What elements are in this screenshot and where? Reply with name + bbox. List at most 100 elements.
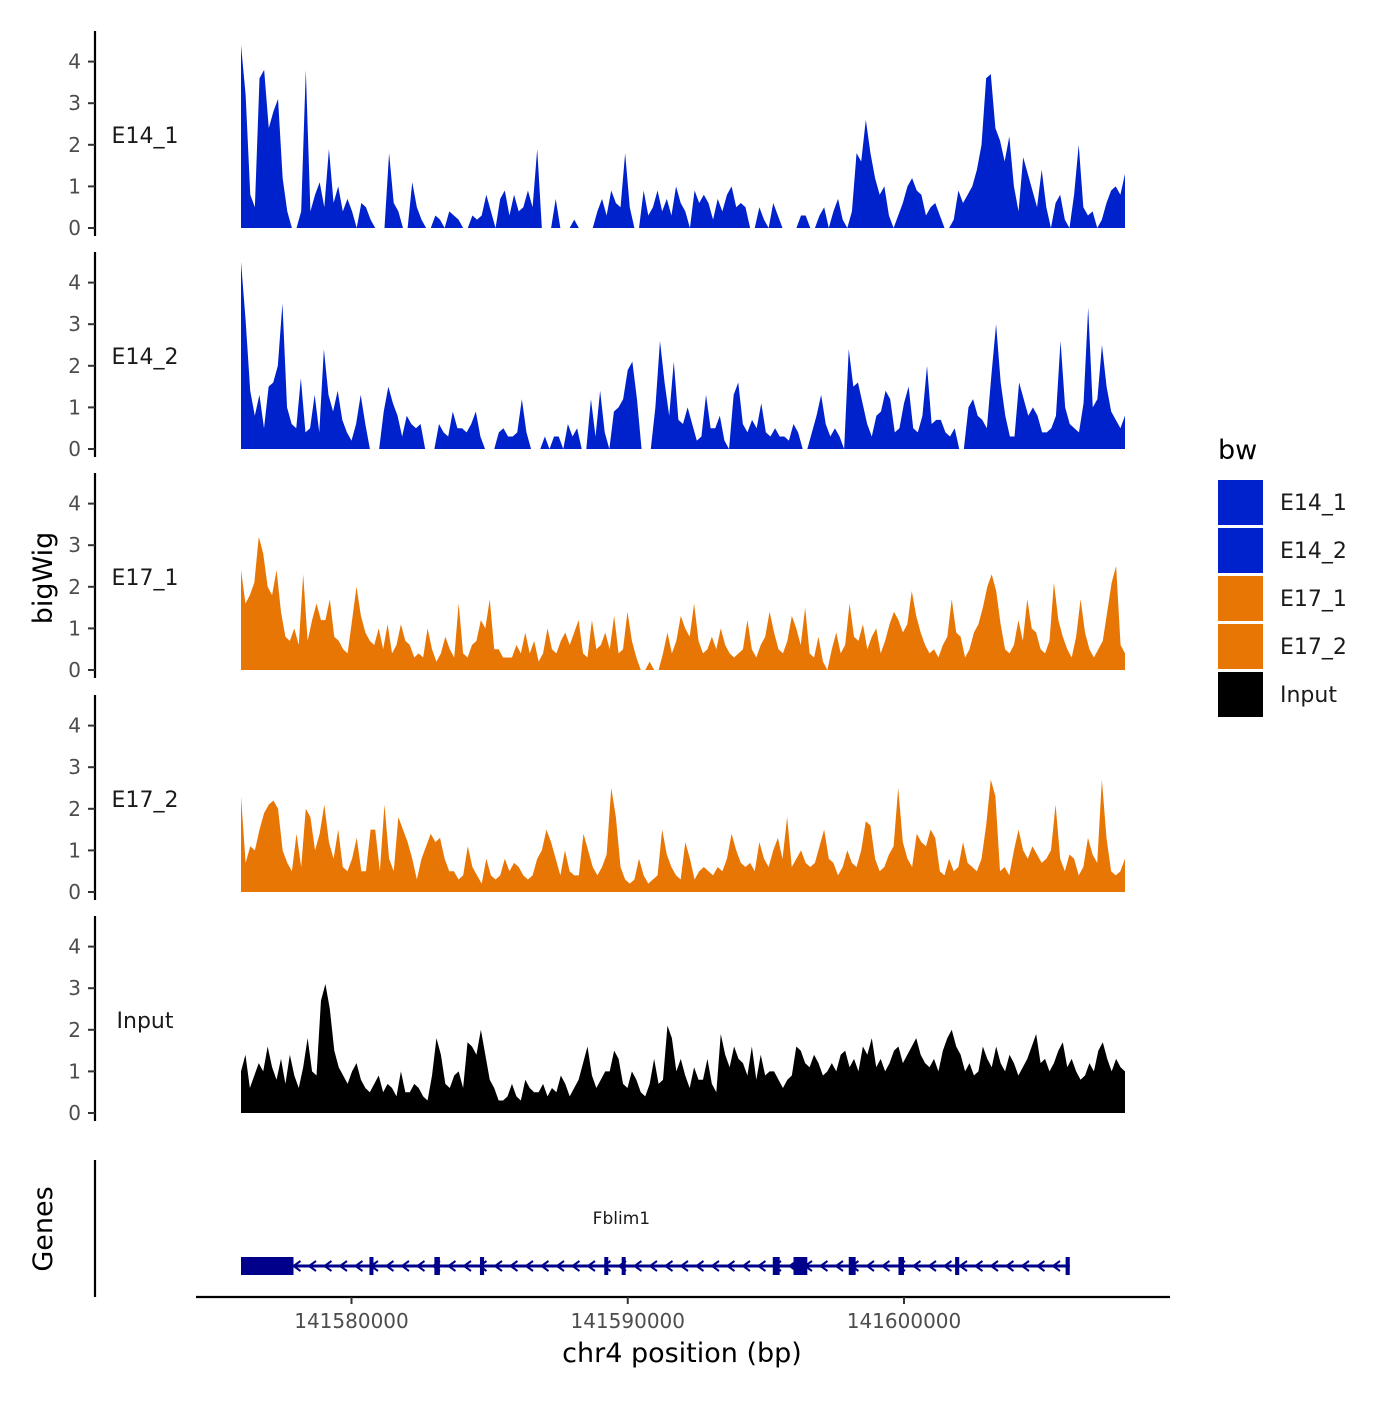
gene-exon <box>955 1257 960 1275</box>
y-tick-label: 4 <box>68 271 81 295</box>
strand-arrow <box>1004 1260 1015 1272</box>
strand-arrow <box>818 1260 829 1272</box>
track-label: E14_1 <box>112 124 179 149</box>
strand-arrow <box>307 1260 317 1272</box>
track-E17_1: 0 1 2 3 4 E17_1 <box>68 473 1125 682</box>
y-tick-label: 4 <box>68 492 81 516</box>
strand-arrow <box>911 1260 922 1272</box>
strand-arrow <box>322 1260 333 1272</box>
strand-arrow <box>865 1260 875 1272</box>
gene-exon <box>434 1257 440 1275</box>
legend-key-E17_2 <box>1218 624 1263 669</box>
gene-exon <box>898 1257 904 1275</box>
strand-arrow <box>586 1260 596 1272</box>
strand-arrow <box>648 1260 658 1272</box>
legend-key-E17_1 <box>1218 576 1263 621</box>
signal-area-E14_2 <box>241 261 1125 449</box>
strand-arrow <box>725 1260 736 1272</box>
y-tick-label: 2 <box>68 797 81 821</box>
strand-arrow <box>741 1260 751 1272</box>
x-tick-label: 141590000 <box>570 1309 685 1333</box>
gene-exon <box>848 1257 856 1275</box>
strand-arrow <box>710 1260 720 1272</box>
y-axis-title: bigWig <box>28 532 59 625</box>
y-tick-label: 1 <box>68 838 81 862</box>
y-tick-label: 4 <box>68 714 81 738</box>
y-tick-label: 1 <box>68 1059 81 1083</box>
y-tick-label: 2 <box>68 1018 81 1042</box>
y-tick-label: 3 <box>68 976 81 1000</box>
strand-arrow <box>1035 1260 1046 1272</box>
strand-arrow <box>338 1260 348 1272</box>
strand-arrow <box>539 1260 550 1272</box>
gene-exon <box>241 1257 294 1275</box>
gene-exon <box>772 1257 780 1275</box>
y-tick-label: 0 <box>68 880 81 904</box>
strand-arrow <box>756 1260 767 1272</box>
strand-arrow <box>493 1260 503 1272</box>
gene-label: Fblim1 <box>593 1209 650 1229</box>
strand-arrow <box>555 1260 565 1272</box>
x-tick-label: 141580000 <box>294 1309 409 1333</box>
y-tick-label: 0 <box>68 216 81 240</box>
strand-arrow <box>1051 1260 1061 1272</box>
strand-arrow <box>679 1260 689 1272</box>
strand-arrow <box>353 1260 364 1272</box>
strand-arrow <box>508 1260 519 1272</box>
signal-area-Input <box>241 984 1125 1113</box>
legend-label: E14_1 <box>1280 491 1347 516</box>
track-label: Input <box>117 1009 174 1034</box>
track-panels: 0 1 2 3 4 E14_1 0 1 2 3 4 E14_2 0 1 2 3 4 E17_1 0 1 2 3 4 E17_2… <box>68 31 1125 1125</box>
track-label: E17_2 <box>112 788 179 813</box>
track-E14_2: 0 1 2 3 4 E14_2 <box>68 252 1125 461</box>
strand-arrow <box>400 1260 410 1272</box>
legend-title: bw <box>1218 435 1257 466</box>
track-Input: 0 1 2 3 4 Input <box>68 916 1125 1125</box>
legend-label: Input <box>1280 683 1337 708</box>
track-label: E14_2 <box>112 345 179 370</box>
x-axis-title: chr4 position (bp) <box>562 1338 802 1369</box>
signal-area-E14_1 <box>241 44 1125 229</box>
strand-arrow <box>880 1260 891 1272</box>
y-tick-label: 0 <box>68 437 81 461</box>
y-tick-label: 1 <box>68 395 81 419</box>
strand-arrow <box>834 1260 844 1272</box>
y-tick-label: 1 <box>68 616 81 640</box>
gene-exon <box>1065 1257 1070 1275</box>
strand-arrow <box>462 1260 472 1272</box>
strand-arrow <box>291 1260 302 1272</box>
gene-exon <box>604 1257 609 1275</box>
genes-panel: Fblim1 <box>93 1160 1070 1297</box>
strand-arrow <box>958 1260 968 1272</box>
strand-arrow <box>384 1260 395 1272</box>
legend-key-Input <box>1218 672 1263 717</box>
legend: bw E14_1 E14_2 E17_1 E17_2 Input <box>1218 435 1347 717</box>
strand-arrow <box>694 1260 705 1272</box>
legend-key-E14_1 <box>1218 480 1263 525</box>
x-tick-label: 141600000 <box>847 1309 962 1333</box>
strand-arrow <box>477 1260 488 1272</box>
signal-area-E17_2 <box>241 779 1125 892</box>
legend-label: E17_2 <box>1280 635 1347 660</box>
y-tick-label: 4 <box>68 50 81 74</box>
x-axis: 141580000 141590000 141600000 <box>196 1295 1170 1333</box>
legend-label: E17_1 <box>1280 587 1347 612</box>
strand-arrow <box>446 1260 457 1272</box>
gene-exon <box>793 1257 808 1275</box>
y-tick-label: 3 <box>68 312 81 336</box>
strand-arrow <box>1020 1260 1030 1272</box>
y-tick-label: 2 <box>68 133 81 157</box>
strand-arrow <box>632 1260 643 1272</box>
y-tick-label: 3 <box>68 91 81 115</box>
track-E17_2: 0 1 2 3 4 E17_2 <box>68 695 1125 904</box>
strand-arrow <box>973 1260 984 1272</box>
genes-axis-title: Genes <box>28 1186 59 1271</box>
strand-arrow <box>415 1260 426 1272</box>
gene-exon <box>621 1257 626 1275</box>
strand-arrow <box>570 1260 581 1272</box>
signal-area-E17_1 <box>241 536 1125 670</box>
legend-key-E14_2 <box>1218 528 1263 573</box>
legend-label: E14_2 <box>1280 539 1347 564</box>
y-tick-label: 0 <box>68 1101 81 1125</box>
